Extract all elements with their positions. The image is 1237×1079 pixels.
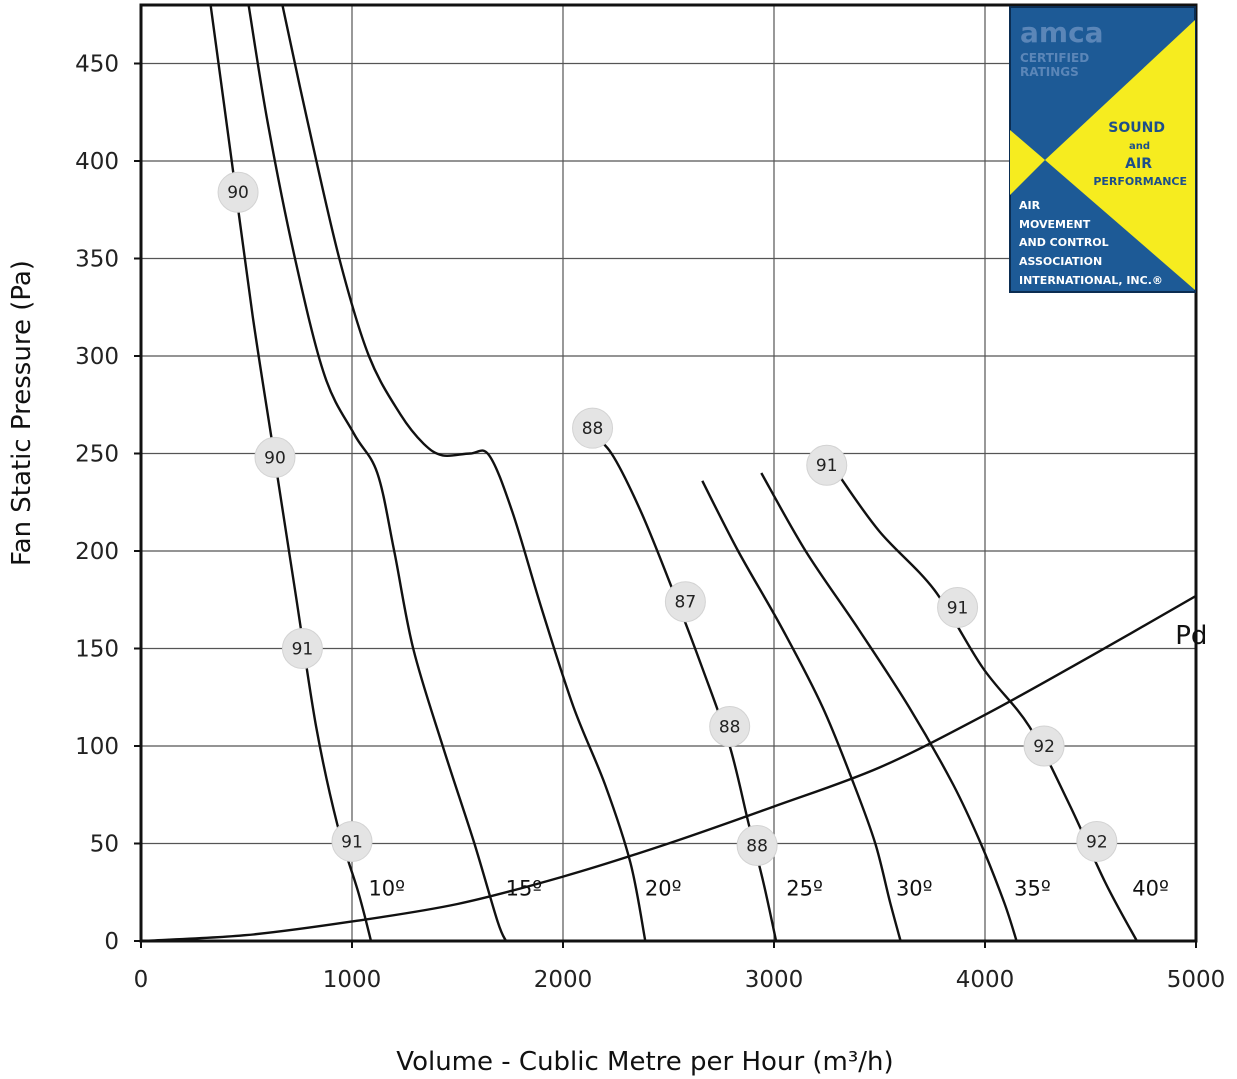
x-tick-label: 4000	[956, 967, 1015, 993]
y-tick-label: 200	[75, 539, 119, 565]
logo-org-2: MOVEMENT	[1019, 218, 1091, 231]
efficiency-value: 87	[675, 593, 697, 613]
efficiency-marker: 88	[736, 824, 778, 866]
tick-labels: 0 1000 2000 3000 4000 5000 0 50 100 150 200 250 300 3…	[75, 52, 1225, 994]
efficiency-marker: 90	[254, 436, 296, 478]
y-tick-label: 150	[75, 637, 119, 663]
logo-org-1: AIR	[1019, 199, 1041, 212]
efficiency-value: 91	[816, 456, 838, 476]
efficiency-marker: 87	[664, 581, 706, 623]
pd-label: Pd	[1175, 621, 1207, 651]
y-tick-label: 300	[75, 344, 119, 370]
efficiency-marker: 88	[709, 706, 751, 747]
x-axis-title: Volume - Cublic Metre per Hour (m³/h)	[396, 1047, 893, 1077]
y-tick-label: 0	[104, 929, 119, 955]
efficiency-value: 92	[1086, 833, 1108, 853]
y-tick-label: 450	[75, 52, 119, 78]
efficiency-marker-disc	[709, 706, 751, 747]
y-tick-label: 100	[75, 734, 119, 760]
efficiency-markers: 90 90 91 91 88 87 88 88 91 91 92 92	[217, 171, 1118, 866]
curve-10	[209, 5, 373, 941]
curve-15	[247, 5, 508, 941]
blade-angle-label: 20º	[645, 876, 682, 900]
logo-sound: SOUND	[1108, 120, 1165, 136]
efficiency-marker-disc	[806, 444, 848, 486]
logo-air: AIR	[1125, 156, 1152, 172]
y-axis-title: Fan Static Pressure (Pa)	[7, 260, 37, 566]
logo-ratings: RATINGS	[1020, 65, 1079, 79]
efficiency-value: 92	[1033, 737, 1055, 757]
efficiency-marker: 90	[217, 171, 259, 213]
efficiency-marker-disc	[736, 824, 778, 866]
y-tick-label: 50	[90, 832, 119, 858]
plot-frame	[139, 3, 1198, 943]
efficiency-marker-disc	[937, 587, 979, 629]
efficiency-marker-disc	[1023, 725, 1065, 767]
efficiency-value: 91	[341, 833, 363, 853]
efficiency-value: 90	[227, 183, 249, 203]
y-tick-label: 400	[75, 149, 119, 175]
x-tick-label: 5000	[1167, 967, 1226, 993]
blade-angle-label: 35º	[1014, 876, 1051, 900]
efficiency-value: 88	[582, 419, 604, 439]
curve-pd	[141, 594, 1196, 941]
x-tick-label: 2000	[534, 967, 593, 993]
blade-angle-label: 40º	[1132, 876, 1169, 900]
logo-and: and	[1129, 141, 1150, 152]
x-tick-label: 1000	[323, 967, 382, 993]
blade-angle-label: 15º	[506, 876, 543, 900]
efficiency-marker-disc	[217, 171, 259, 213]
curve-30	[701, 480, 902, 941]
efficiency-marker: 91	[331, 821, 373, 863]
efficiency-marker: 88	[572, 407, 614, 449]
efficiency-value: 91	[292, 640, 314, 660]
efficiency-marker: 91	[937, 587, 979, 629]
curve-35	[760, 472, 1018, 941]
blade-angle-labels: 10º 15º 20º 25º 30º 35º 40º Pd	[368, 621, 1207, 900]
logo-org-5: INTERNATIONAL, INC.®	[1019, 274, 1163, 287]
efficiency-marker-disc	[664, 581, 706, 623]
efficiency-marker-disc	[331, 821, 373, 863]
logo-brand: amca	[1020, 16, 1104, 49]
logo-certified: CERTIFIED	[1020, 51, 1089, 65]
y-tick-label: 250	[75, 442, 119, 468]
y-tick-label: 350	[75, 247, 119, 273]
efficiency-value: 88	[746, 836, 768, 856]
logo-org-3: AND CONTROL	[1019, 236, 1109, 249]
curve-20	[281, 5, 647, 941]
x-tick-label: 3000	[745, 967, 804, 993]
x-tick-label: 0	[134, 967, 149, 993]
blade-angle-label: 10º	[368, 876, 405, 900]
curve-25	[589, 433, 778, 941]
blade-angle-label: 25º	[786, 876, 823, 900]
efficiency-value: 91	[947, 599, 969, 619]
logo-org-4: ASSOCIATION	[1019, 255, 1102, 268]
efficiency-marker: 91	[281, 628, 323, 669]
blade-angle-label: 30º	[896, 876, 933, 900]
efficiency-marker-disc	[254, 436, 296, 478]
logo-performance: PERFORMANCE	[1093, 175, 1187, 188]
amca-certified-ratings-logo: amca CERTIFIED RATINGS SOUND and AIR PER…	[1009, 6, 1196, 293]
curve-40	[836, 472, 1138, 941]
efficiency-marker-disc	[1076, 821, 1118, 863]
efficiency-marker-disc	[572, 407, 614, 449]
efficiency-marker: 91	[806, 444, 848, 486]
efficiency-marker: 92	[1023, 725, 1065, 767]
efficiency-value: 88	[719, 718, 741, 738]
efficiency-marker-disc	[281, 628, 323, 669]
efficiency-marker: 92	[1076, 821, 1118, 863]
efficiency-value: 90	[264, 448, 286, 468]
